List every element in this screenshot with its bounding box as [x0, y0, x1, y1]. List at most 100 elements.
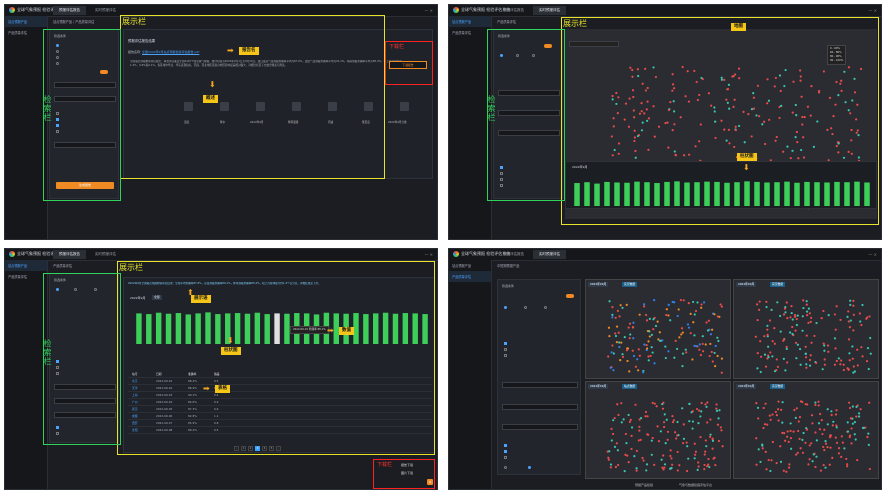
station-point[interactable]	[634, 149, 637, 153]
station-point[interactable]	[714, 120, 717, 123]
station-point[interactable]	[631, 68, 634, 72]
station-point[interactable]	[623, 118, 626, 121]
station-point[interactable]	[618, 345, 621, 349]
station-point[interactable]	[667, 350, 670, 353]
station-point[interactable]	[715, 407, 718, 410]
station-point[interactable]	[636, 358, 639, 361]
station-point[interactable]	[631, 75, 634, 78]
station-point[interactable]	[647, 148, 650, 151]
station-point[interactable]	[630, 426, 634, 429]
station-point[interactable]	[650, 439, 653, 442]
station-point[interactable]	[795, 453, 798, 456]
station-point[interactable]	[810, 414, 814, 417]
station-point[interactable]	[700, 303, 703, 306]
station-point[interactable]	[656, 320, 659, 323]
bar[interactable]	[744, 181, 750, 206]
station-point[interactable]	[663, 463, 667, 466]
region-select[interactable]	[54, 398, 116, 404]
station-point[interactable]	[847, 66, 851, 69]
table-row[interactable]: 成都 2022-09-06 82.8% 1.1	[128, 412, 432, 420]
station-point[interactable]	[834, 328, 837, 331]
station-point[interactable]	[618, 315, 621, 318]
station-point[interactable]	[712, 457, 715, 460]
station-point[interactable]	[636, 134, 640, 138]
map-search-input[interactable]	[569, 41, 619, 47]
page-number[interactable]: 2	[248, 446, 253, 451]
toggle-switch[interactable]	[100, 70, 108, 74]
station-point[interactable]	[756, 367, 759, 370]
station-point[interactable]	[827, 159, 830, 162]
station-point[interactable]	[800, 148, 803, 152]
station-point[interactable]	[767, 354, 770, 357]
station-point[interactable]	[610, 351, 613, 354]
station-point[interactable]	[773, 370, 777, 373]
station-point[interactable]	[856, 103, 859, 106]
station-point[interactable]	[630, 434, 633, 437]
station-point[interactable]	[762, 120, 766, 123]
station-point[interactable]	[823, 349, 826, 352]
bar[interactable]	[254, 312, 261, 344]
station-point[interactable]	[771, 355, 774, 358]
bar[interactable]	[584, 182, 590, 206]
station-point[interactable]	[783, 432, 786, 435]
bar[interactable]	[155, 312, 162, 344]
station-point[interactable]	[755, 114, 758, 117]
station-point[interactable]	[672, 419, 676, 422]
station-point[interactable]	[828, 436, 832, 439]
station-point[interactable]	[700, 410, 703, 413]
date-input[interactable]	[502, 382, 578, 388]
page-number[interactable]: 3	[255, 446, 260, 451]
station-point[interactable]	[849, 434, 852, 437]
station-point[interactable]	[773, 342, 776, 345]
station-point[interactable]	[848, 326, 851, 329]
bar[interactable]	[402, 313, 409, 344]
station-point[interactable]	[799, 447, 802, 450]
station-point[interactable]	[761, 447, 764, 450]
station-point[interactable]	[799, 69, 802, 72]
station-point[interactable]	[807, 463, 810, 466]
radio-option[interactable]	[528, 466, 531, 469]
station-point[interactable]	[714, 365, 717, 368]
map-tile[interactable]: 2022年09月 实况数据	[733, 381, 879, 479]
station-point[interactable]	[645, 463, 649, 466]
station-point[interactable]	[756, 84, 760, 87]
station-point[interactable]	[763, 335, 766, 338]
station-point[interactable]	[621, 355, 625, 359]
station-point[interactable]	[868, 467, 871, 471]
station-point[interactable]	[752, 96, 756, 99]
station-point[interactable]	[676, 469, 679, 472]
station-point[interactable]	[752, 107, 756, 110]
station-point[interactable]	[626, 347, 629, 350]
station-point[interactable]	[775, 414, 778, 417]
station-point[interactable]	[706, 465, 709, 468]
bar[interactable]	[412, 313, 418, 344]
station-point[interactable]	[699, 435, 702, 439]
station-point[interactable]	[802, 156, 806, 159]
station-point[interactable]	[805, 428, 809, 431]
element-select[interactable]	[498, 130, 560, 136]
station-point[interactable]	[797, 420, 800, 423]
station-point[interactable]	[691, 427, 694, 430]
station-point[interactable]	[786, 430, 789, 433]
station-point[interactable]	[839, 82, 842, 85]
station-point[interactable]	[822, 445, 825, 449]
station-point[interactable]	[798, 347, 802, 351]
bar[interactable]	[604, 181, 610, 206]
station-point[interactable]	[805, 303, 808, 306]
station-point[interactable]	[613, 148, 616, 152]
station-point[interactable]	[801, 438, 804, 441]
station-point[interactable]	[669, 454, 672, 458]
radio-option[interactable]	[74, 288, 77, 291]
station-point[interactable]	[792, 80, 795, 83]
station-point[interactable]	[698, 409, 701, 412]
station-point[interactable]	[805, 300, 808, 303]
station-point[interactable]	[837, 94, 840, 97]
station-point[interactable]	[785, 345, 788, 348]
station-point[interactable]	[759, 370, 762, 374]
station-point[interactable]	[762, 406, 765, 410]
checkbox[interactable]	[56, 426, 59, 429]
station-point[interactable]	[766, 328, 769, 331]
station-point[interactable]	[819, 469, 823, 472]
station-point[interactable]	[695, 407, 699, 411]
station-point[interactable]	[849, 299, 852, 302]
